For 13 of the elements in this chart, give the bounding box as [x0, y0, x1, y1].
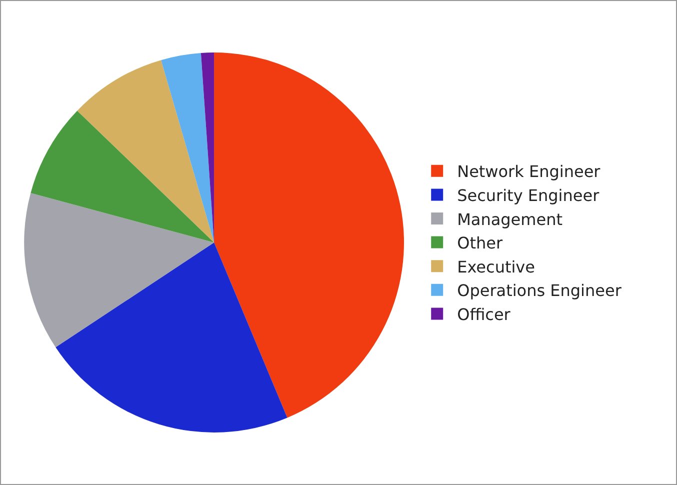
pie-slice — [161, 53, 214, 242]
pie-slice — [30, 110, 214, 242]
legend-label: Other — [457, 234, 503, 253]
legend-label: Network Engineer — [457, 162, 601, 182]
legend-label: Management — [457, 210, 563, 229]
legend-label: Executive — [457, 257, 536, 276]
pie-slice — [56, 242, 288, 432]
legend-label: Security Engineer — [457, 186, 600, 205]
pie-slice — [24, 192, 214, 348]
legend-label: Operations Engineer — [457, 281, 622, 300]
pie-slice — [77, 60, 214, 242]
legend-label: Officer — [457, 304, 511, 324]
pie-slice — [214, 52, 404, 418]
